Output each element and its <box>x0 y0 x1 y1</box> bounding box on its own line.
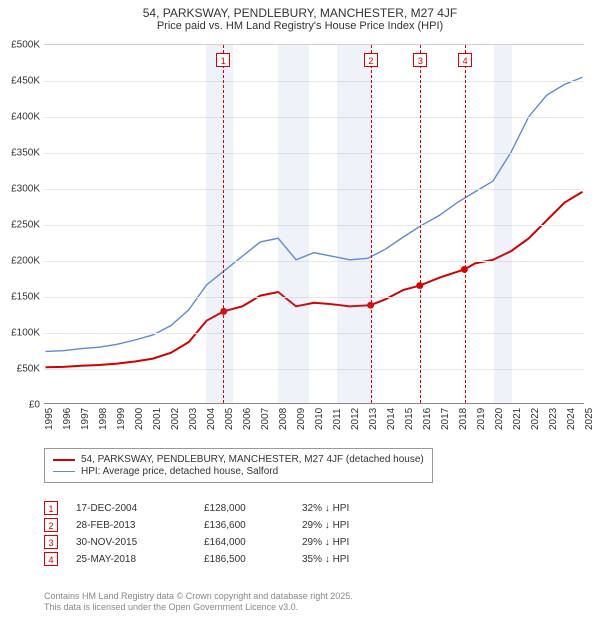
transaction-row: 3 30-NOV-2015 £164,000 29% ↓ HPI <box>44 535 402 549</box>
chart-plot-area: £0£50K£100K£150K£200K£250K£300K£350K£400… <box>44 44 584 404</box>
legend-swatch-hpi <box>53 471 75 472</box>
y-axis-label: £50K <box>0 364 40 375</box>
x-axis-label: 2018 <box>458 408 469 430</box>
x-axis-label: 1999 <box>116 408 127 430</box>
x-axis-label: 2013 <box>368 408 379 430</box>
transaction-price: £136,600 <box>204 520 284 531</box>
transaction-date: 25-MAY-2018 <box>76 554 186 565</box>
transaction-row: 1 17-DEC-2004 £128,000 32% ↓ HPI <box>44 501 402 515</box>
transaction-date: 17-DEC-2004 <box>76 503 186 514</box>
x-axis-label: 1998 <box>98 408 109 430</box>
x-axis-label: 2017 <box>440 408 451 430</box>
marker-line <box>371 45 372 403</box>
shaded-band <box>337 45 373 403</box>
marker-badge: 1 <box>216 53 230 67</box>
transaction-date: 28-FEB-2013 <box>76 520 186 531</box>
y-axis-label: £450K <box>0 76 40 87</box>
x-axis-label: 2007 <box>260 408 271 430</box>
legend-item-hpi: HPI: Average price, detached house, Salf… <box>53 466 424 477</box>
footer-line-2: This data is licensed under the Open Gov… <box>44 602 353 614</box>
marker-badge: 2 <box>364 53 378 67</box>
y-axis-label: £200K <box>0 256 40 267</box>
y-axis-label: £500K <box>0 40 40 51</box>
chart-subtitle: Price paid vs. HM Land Registry's House … <box>0 20 600 36</box>
x-axis-label: 2023 <box>548 408 559 430</box>
transaction-badge: 2 <box>44 518 58 532</box>
x-axis-label: 2024 <box>566 408 577 430</box>
marker-badge: 4 <box>458 53 472 67</box>
legend-label-property: 54, PARKSWAY, PENDLEBURY, MANCHESTER, M2… <box>81 454 424 465</box>
y-axis-label: £150K <box>0 292 40 303</box>
x-axis-label: 1997 <box>80 408 91 430</box>
x-axis-label: 2019 <box>476 408 487 430</box>
transaction-badge: 4 <box>44 552 58 566</box>
y-axis-label: £0 <box>0 400 40 411</box>
x-axis-label: 2002 <box>170 408 181 430</box>
transaction-row: 4 25-MAY-2018 £186,500 35% ↓ HPI <box>44 552 402 566</box>
x-axis-label: 2014 <box>386 408 397 430</box>
x-axis-label: 2000 <box>134 408 145 430</box>
transaction-pct: 29% ↓ HPI <box>302 520 402 531</box>
x-axis-label: 2001 <box>152 408 163 430</box>
x-axis-label: 2025 <box>584 408 595 430</box>
footer-text: Contains HM Land Registry data © Crown c… <box>44 591 353 614</box>
transactions-table: 1 17-DEC-2004 £128,000 32% ↓ HPI 2 28-FEB-201… <box>44 498 402 569</box>
x-axis-label: 2004 <box>206 408 217 430</box>
legend-label-hpi: HPI: Average price, detached house, Salf… <box>81 466 278 477</box>
x-axis-label: 2011 <box>332 408 343 430</box>
y-axis-label: £100K <box>0 328 40 339</box>
x-axis-label: 2010 <box>314 408 325 430</box>
x-axis-label: 2003 <box>188 408 199 430</box>
transaction-pct: 32% ↓ HPI <box>302 503 402 514</box>
marker-line <box>420 45 421 403</box>
marker-badge: 3 <box>413 53 427 67</box>
x-axis-label: 2022 <box>530 408 541 430</box>
shaded-band <box>494 45 512 403</box>
transaction-badge: 1 <box>44 501 58 515</box>
shaded-band <box>206 45 233 403</box>
x-axis-label: 2006 <box>242 408 253 430</box>
transaction-price: £128,000 <box>204 503 284 514</box>
shaded-band <box>278 45 309 403</box>
x-axis-label: 1996 <box>62 408 73 430</box>
legend-item-property: 54, PARKSWAY, PENDLEBURY, MANCHESTER, M2… <box>53 454 424 465</box>
x-axis-label: 2020 <box>494 408 505 430</box>
x-axis-label: 2021 <box>512 408 523 430</box>
transaction-price: £164,000 <box>204 537 284 548</box>
legend-box: 54, PARKSWAY, PENDLEBURY, MANCHESTER, M2… <box>44 448 433 483</box>
transaction-date: 30-NOV-2015 <box>76 537 186 548</box>
y-axis-label: £350K <box>0 148 40 159</box>
marker-line <box>465 45 466 403</box>
transaction-pct: 29% ↓ HPI <box>302 537 402 548</box>
x-axis-label: 1995 <box>44 408 55 430</box>
x-axis-label: 2009 <box>296 408 307 430</box>
y-axis-label: £400K <box>0 112 40 123</box>
x-axis-label: 2016 <box>422 408 433 430</box>
marker-line <box>223 45 224 403</box>
x-axis-label: 2012 <box>350 408 361 430</box>
footer-line-1: Contains HM Land Registry data © Crown c… <box>44 591 353 603</box>
transaction-pct: 35% ↓ HPI <box>302 554 402 565</box>
transaction-badge: 3 <box>44 535 58 549</box>
transaction-row: 2 28-FEB-2013 £136,600 29% ↓ HPI <box>44 518 402 532</box>
y-axis-label: £250K <box>0 220 40 231</box>
transaction-price: £186,500 <box>204 554 284 565</box>
y-axis-label: £300K <box>0 184 40 195</box>
x-axis-label: 2015 <box>404 408 415 430</box>
chart-title: 54, PARKSWAY, PENDLEBURY, MANCHESTER, M2… <box>0 0 600 20</box>
x-axis-label: 2005 <box>224 408 235 430</box>
legend-swatch-property <box>53 459 75 461</box>
x-axis-label: 2008 <box>278 408 289 430</box>
